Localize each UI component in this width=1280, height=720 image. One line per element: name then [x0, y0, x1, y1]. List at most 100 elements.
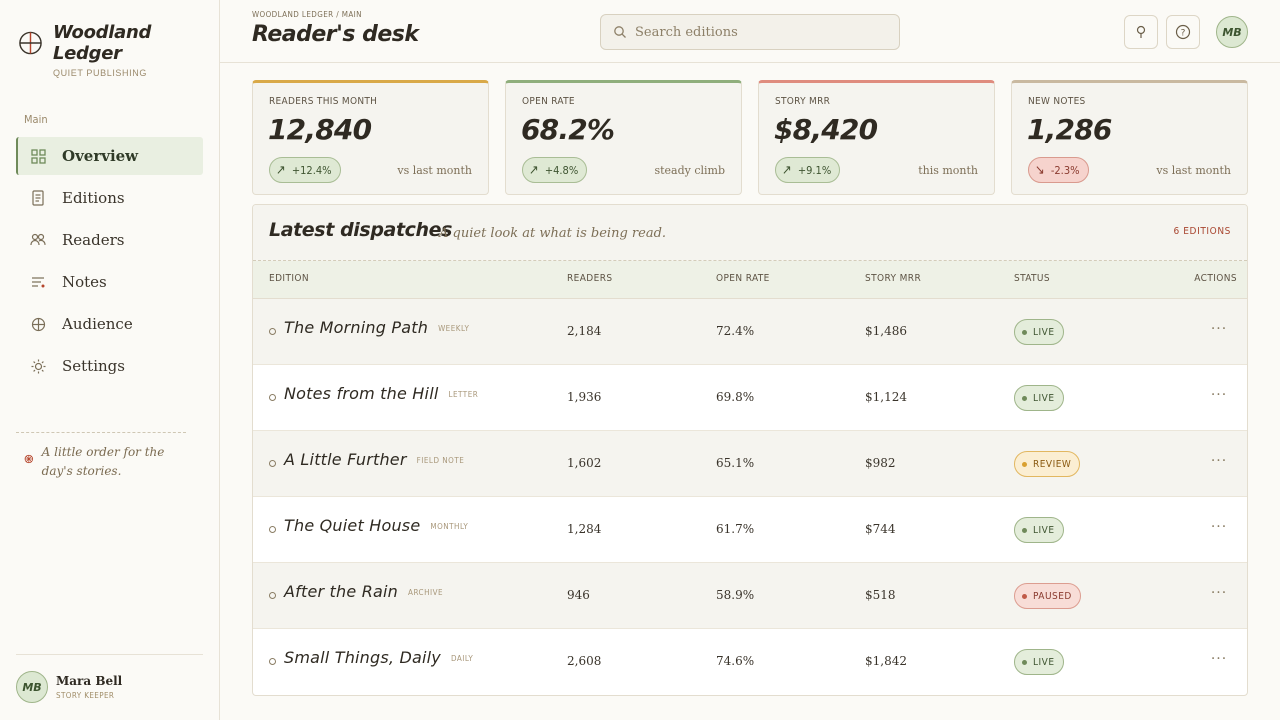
- header-avatar[interactable]: MB: [1216, 16, 1248, 48]
- story-mrr-cell: $1,842: [865, 654, 907, 668]
- readers-cell: 1,602: [567, 456, 602, 470]
- edition-name[interactable]: The Quiet House: [284, 516, 421, 535]
- kpi-card-open-rate: OPEN RATE 68.2% ↗ +4.8% steady climb: [505, 80, 742, 195]
- story-mrr-cell: $518: [865, 588, 896, 602]
- status-dot-icon: [1022, 593, 1027, 599]
- readers-cell: 1,936: [567, 390, 602, 404]
- sidebar-note-text: A little order for the day's stories.: [41, 445, 165, 478]
- status-badge: LIVE: [1014, 319, 1064, 345]
- kpi-delta: +4.8%: [544, 163, 579, 177]
- brand[interactable]: Woodland Ledger QUIET PUBLISHING: [18, 22, 219, 78]
- status-text: LIVE: [1033, 392, 1055, 404]
- list-icon: [30, 274, 46, 290]
- story-mrr-cell: $982: [865, 456, 896, 470]
- edition-tag: ARCHIVE: [408, 588, 444, 597]
- sidebar-item-notes[interactable]: Notes: [16, 263, 203, 301]
- kpi-value: 68.2%: [521, 113, 615, 146]
- more-actions-icon[interactable]: ···: [1210, 585, 1228, 601]
- kpi-delta-badge: ↘ -2.3%: [1028, 157, 1089, 183]
- edition-tag: LETTER: [448, 390, 479, 399]
- top-header: WOODLAND LEDGER / MAIN Reader's desk ? M…: [220, 0, 1280, 63]
- help-button[interactable]: ?: [1166, 15, 1200, 49]
- edition-name[interactable]: The Morning Path: [284, 318, 429, 337]
- col-header-story-mrr[interactable]: STORY MRR: [865, 273, 922, 284]
- table-row[interactable]: After the Rain ARCHIVE 946 58.9% $518 PAU…: [253, 563, 1247, 629]
- edition-tag: WEEKLY: [438, 324, 470, 333]
- status-text: REVIEW: [1033, 458, 1072, 470]
- more-actions-icon[interactable]: ···: [1210, 651, 1228, 667]
- status-dot-icon: [1022, 395, 1027, 401]
- edition-name[interactable]: After the Rain: [284, 582, 399, 601]
- status-badge: LIVE: [1014, 385, 1064, 411]
- status-dot-icon: [1022, 527, 1027, 533]
- sidebar-item-settings[interactable]: Settings: [16, 347, 203, 385]
- more-actions-icon[interactable]: ···: [1210, 387, 1228, 403]
- sidebar-item-audience[interactable]: Audience: [16, 305, 203, 343]
- kpi-card-readers: READERS THIS MONTH 12,840 ↗ +12.4% vs las…: [252, 80, 489, 195]
- col-header-actions: ACTIONS: [1194, 273, 1237, 284]
- table-title: Latest dispatches: [269, 219, 453, 241]
- story-mrr-cell: $744: [865, 522, 896, 536]
- globe-icon: [30, 316, 46, 332]
- table-header-row: EDITION READERS OPEN RATE STORY MRR STAT…: [253, 261, 1247, 299]
- svg-text:?: ?: [1181, 29, 1186, 39]
- help-icon: ?: [1175, 24, 1191, 40]
- more-actions-icon[interactable]: ···: [1210, 519, 1228, 535]
- more-actions-icon[interactable]: ···: [1210, 321, 1228, 337]
- readers-cell: 1,284: [567, 522, 602, 536]
- arrow-up-right-icon: ↗: [276, 162, 286, 178]
- sidebar-item-overview[interactable]: Overview: [16, 137, 203, 175]
- search-box[interactable]: [600, 14, 900, 50]
- sidebar-item-label: Settings: [62, 357, 125, 375]
- edition-name[interactable]: Notes from the Hill: [284, 384, 439, 403]
- story-mrr-cell: $1,486: [865, 324, 907, 338]
- col-header-readers[interactable]: READERS: [567, 273, 613, 284]
- table-row[interactable]: Small Things, Daily DAILY 2,608 74.6% $1,…: [253, 629, 1247, 695]
- edition-tag: MONTHLY: [430, 522, 469, 531]
- readers-cell: 2,184: [567, 324, 602, 338]
- circle-bullet-icon: [269, 460, 276, 467]
- col-header-edition[interactable]: EDITION: [269, 273, 310, 284]
- status-dot-icon: [1022, 329, 1027, 335]
- avatar: MB: [16, 671, 48, 703]
- kpi-delta: +9.1%: [797, 163, 832, 177]
- compass-logo-icon: [19, 31, 42, 55]
- col-header-status[interactable]: STATUS: [1014, 273, 1050, 284]
- edition-name[interactable]: Small Things, Daily: [284, 648, 441, 667]
- kpi-label: STORY MRR: [775, 96, 831, 107]
- open-rate-cell: 58.9%: [716, 588, 755, 602]
- user-profile[interactable]: MB Mara Bell STORY KEEPER: [16, 654, 203, 703]
- table-row[interactable]: The Morning Path WEEKLY 2,184 72.4% $1,48…: [253, 299, 1247, 365]
- search-input[interactable]: [635, 24, 885, 40]
- sun-gear-icon: [30, 358, 46, 374]
- col-header-open-rate[interactable]: OPEN RATE: [716, 273, 770, 284]
- breadcrumb: WOODLAND LEDGER / MAIN: [252, 10, 362, 19]
- arrow-up-right-icon: ↗: [529, 162, 539, 178]
- circle-bullet-icon: [269, 592, 276, 599]
- kpi-delta-badge: ↗ +12.4%: [269, 157, 341, 183]
- nav-section-label: Main: [24, 113, 48, 126]
- table-subtitle: A quiet look at what is being read.: [439, 226, 667, 241]
- edition-tag: DAILY: [450, 654, 474, 663]
- more-actions-icon[interactable]: ···: [1210, 453, 1228, 469]
- table-row[interactable]: The Quiet House MONTHLY 1,284 61.7% $744 …: [253, 497, 1247, 563]
- status-text: PAUSED: [1033, 590, 1072, 602]
- sidebar-item-editions[interactable]: Editions: [16, 179, 203, 217]
- kpi-card-story-mrr: STORY MRR $8,420 ↗ +9.1% this month: [758, 80, 995, 195]
- edition-name[interactable]: A Little Further: [284, 450, 407, 469]
- table-row[interactable]: A Little Further FIELD NOTE 1,602 65.1% $…: [253, 431, 1247, 497]
- kpi-delta: +12.4%: [291, 163, 332, 177]
- document-icon: [30, 190, 46, 206]
- kpi-value: 12,840: [268, 113, 372, 146]
- circle-bullet-icon: [269, 328, 276, 335]
- sidebar-item-readers[interactable]: Readers: [16, 221, 203, 259]
- compass-rose-icon: [24, 454, 34, 464]
- editions-count-link[interactable]: 6 EDITIONS: [1173, 226, 1231, 237]
- pin-button[interactable]: [1124, 15, 1158, 49]
- status-dot-icon: [1022, 659, 1027, 665]
- sidebar-divider: [16, 432, 186, 433]
- open-rate-cell: 65.1%: [716, 456, 755, 470]
- sidebar-item-label: Readers: [62, 231, 125, 249]
- table-row[interactable]: Notes from the Hill LETTER 1,936 69.8% $1…: [253, 365, 1247, 431]
- sidebar-note: A little order for the day's stories.: [24, 443, 184, 481]
